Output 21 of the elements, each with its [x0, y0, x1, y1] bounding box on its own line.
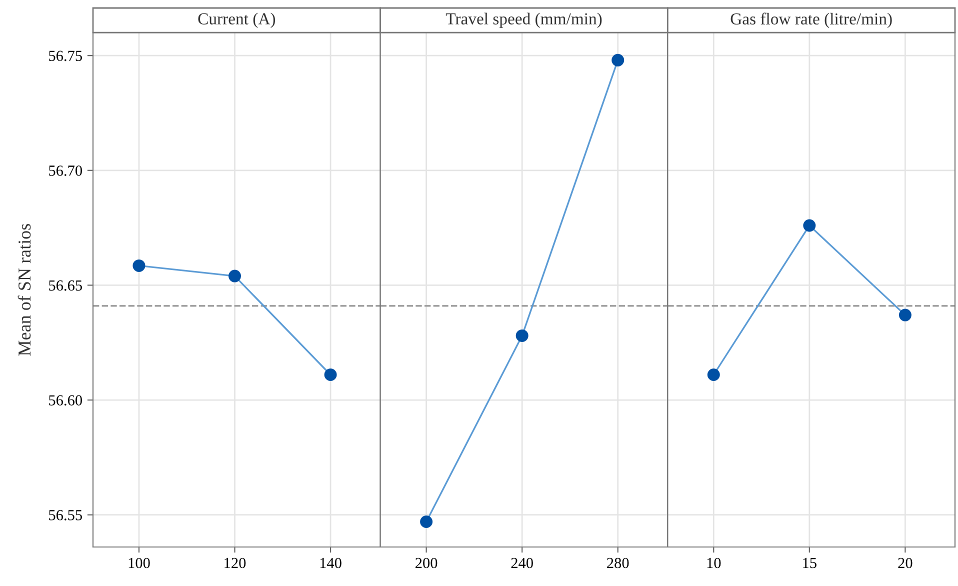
y-tick-label: 56.75 — [49, 50, 82, 62]
chart-title: Current (A) — [198, 12, 276, 28]
y-axis-title: Mean of SN ratios — [18, 224, 31, 356]
x-tick-label: 120 — [224, 558, 246, 568]
y-tick-label: 56.55 — [49, 510, 82, 520]
y-tick-label: 56.60 — [49, 395, 82, 406]
x-tick-label: 200 — [416, 558, 438, 568]
x-tick-label: 10 — [707, 558, 721, 568]
x-tick-label: 240 — [511, 558, 533, 568]
x-tick-label: 20 — [898, 558, 912, 568]
y-tick-label: 56.70 — [49, 166, 82, 176]
point — [228, 270, 241, 282]
x-tick-label: 100 — [128, 558, 150, 568]
x-tick-label: 140 — [320, 558, 342, 568]
point — [324, 368, 337, 382]
point — [132, 259, 146, 272]
x-tick-label: 280 — [607, 558, 629, 568]
chart-title: Gas flow rate (litre/min) — [730, 12, 892, 28]
chart-title: Travel speed (mm/min) — [446, 12, 602, 28]
x-tick-label: 15 — [803, 558, 816, 568]
y-tick-label: 56.65 — [49, 280, 82, 291]
